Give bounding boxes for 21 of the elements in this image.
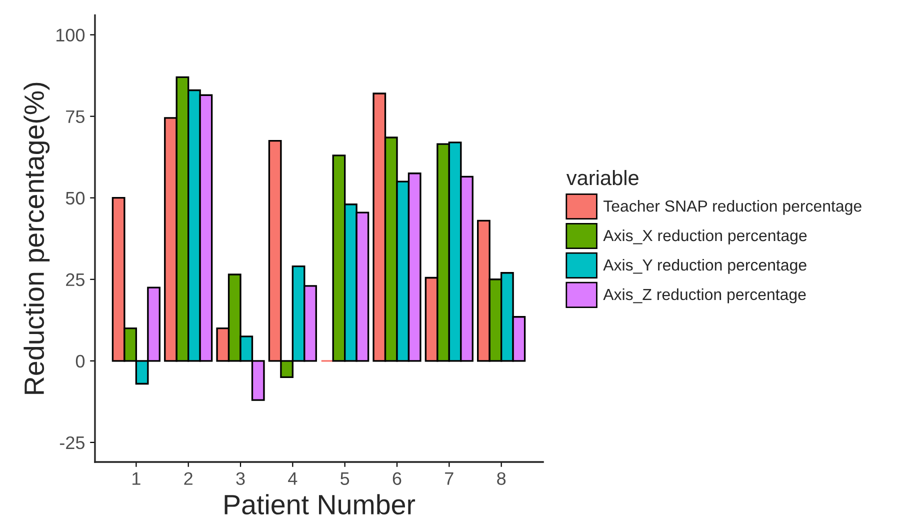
x-tick-label: 2 <box>184 472 192 485</box>
y-axis-title: Reduction percentage(%) <box>24 82 50 394</box>
x-tick-label: 6 <box>392 472 402 485</box>
x-tick-label: 7 <box>445 472 454 485</box>
legend-title: variable <box>566 170 638 186</box>
y-tick-label: -25 <box>60 436 84 450</box>
x-tick-label: 4 <box>288 472 298 485</box>
y-tick-label: 50 <box>66 192 85 205</box>
legend-label: Teacher SNAP reduction percentage <box>603 200 862 215</box>
legend-label: Axis_X reduction percentage <box>603 229 807 244</box>
x-axis-title: Patient Number <box>224 494 416 515</box>
x-tick-label: 3 <box>236 472 245 485</box>
y-tick-label: 25 <box>66 273 84 286</box>
y-tick-label: 0 <box>76 354 85 368</box>
x-tick-label: 5 <box>340 472 350 485</box>
y-tick-label: 75 <box>66 110 84 124</box>
legend-label: Axis_Z reduction percentage <box>603 288 806 304</box>
legend-label: Axis_Y reduction percentage <box>603 258 806 274</box>
x-tick-label: 1 <box>132 472 140 485</box>
y-tick-label: 100 <box>56 28 85 42</box>
x-tick-label: 8 <box>497 472 506 485</box>
